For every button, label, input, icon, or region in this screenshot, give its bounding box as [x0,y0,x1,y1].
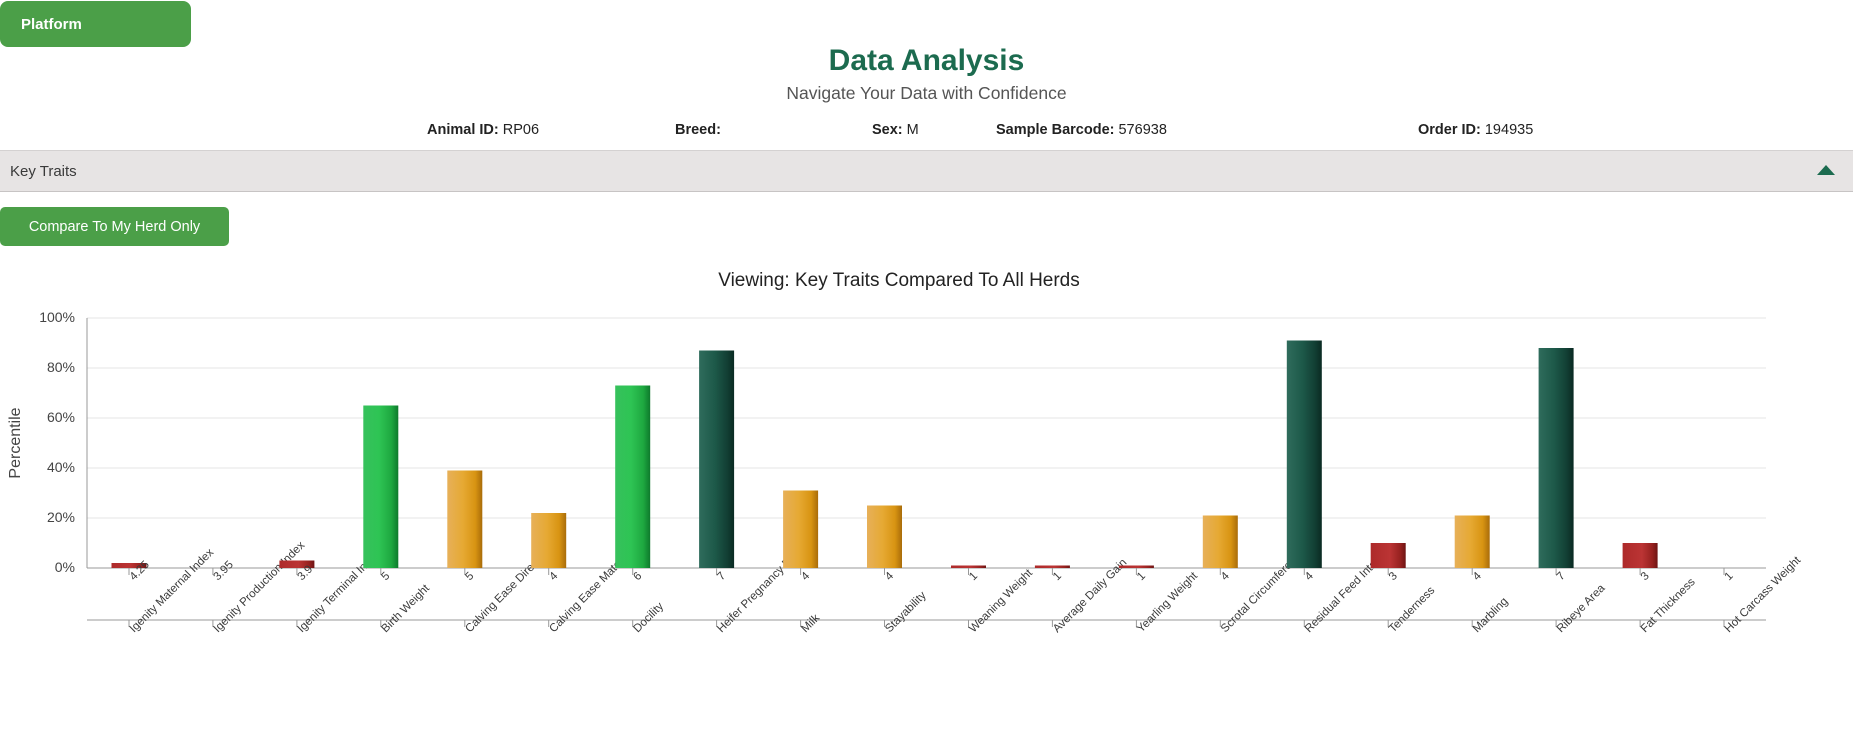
svg-text:5: 5 [379,570,392,583]
svg-text:5: 5 [463,570,476,583]
svg-text:4: 4 [547,570,560,583]
svg-text:4.25: 4.25 [128,559,152,583]
svg-text:4: 4 [799,570,812,583]
svg-text:Tenderness: Tenderness [1387,584,1438,635]
svg-text:1: 1 [1723,570,1736,583]
svg-text:Milk: Milk [799,612,822,635]
svg-text:4: 4 [883,570,896,583]
svg-text:6: 6 [631,570,644,583]
svg-text:1: 1 [967,570,980,583]
svg-text:Ribeye Area: Ribeye Area [1555,582,1608,635]
svg-text:1: 1 [1051,570,1064,583]
svg-text:4: 4 [1303,570,1316,583]
svg-text:Docility: Docility [631,600,666,635]
svg-text:80%: 80% [47,359,75,375]
svg-text:Stayability: Stayability [883,589,929,635]
svg-text:Percentile: Percentile [7,407,24,478]
svg-text:40%: 40% [47,459,75,475]
svg-text:1: 1 [1135,570,1148,583]
svg-text:Marbling: Marbling [1471,595,1511,635]
svg-text:7: 7 [715,570,728,583]
svg-text:20%: 20% [47,509,75,525]
svg-text:7: 7 [1555,570,1568,583]
svg-text:60%: 60% [47,409,75,425]
svg-text:4: 4 [1219,570,1232,583]
svg-text:Igenity Production Index: Igenity Production Index [212,539,308,635]
svg-text:Birth Weight: Birth Weight [379,582,432,635]
svg-text:3.95: 3.95 [212,559,236,583]
svg-text:4: 4 [1471,570,1484,583]
svg-text:0%: 0% [55,559,75,575]
svg-text:3: 3 [1639,570,1652,583]
svg-text:3: 3 [1387,570,1400,583]
svg-text:Igenity Maternal Index: Igenity Maternal Index [128,546,217,635]
svg-text:Fat Thickness: Fat Thickness [1639,576,1698,635]
svg-text:100%: 100% [39,309,75,325]
svg-text:Hot Carcass Weight: Hot Carcass Weight [1723,554,1804,635]
